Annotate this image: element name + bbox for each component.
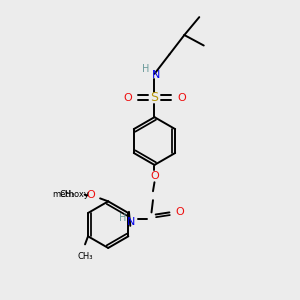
Text: CH₃: CH₃ [77,252,93,261]
Text: CH₃: CH₃ [59,190,75,199]
Text: N: N [152,70,160,80]
Text: N: N [127,217,136,227]
Text: methoxy: methoxy [52,190,89,199]
Text: O: O [176,206,184,217]
Text: O: O [177,93,186,103]
Text: H: H [142,64,150,74]
Text: O: O [150,171,159,181]
Text: O: O [87,190,95,200]
Text: S: S [151,91,158,104]
Text: H: H [119,213,126,223]
Text: O: O [123,93,132,103]
